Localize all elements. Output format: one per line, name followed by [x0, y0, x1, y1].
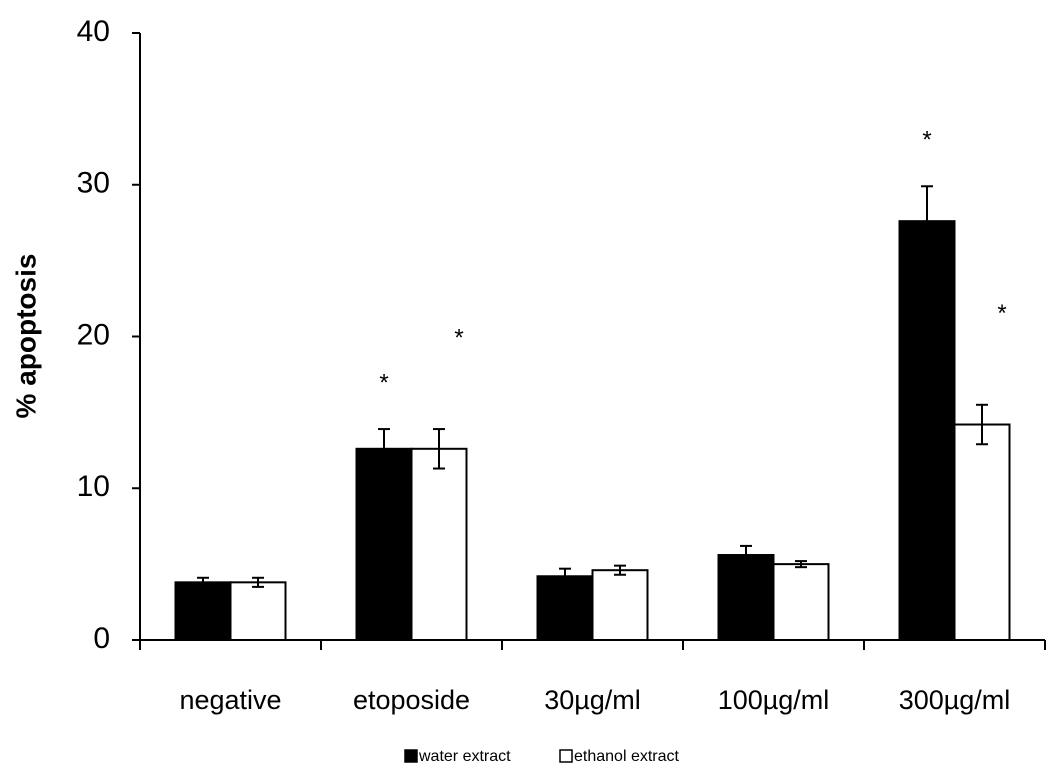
y-tick-label: 30: [77, 167, 110, 200]
y-tick-label: 10: [77, 470, 110, 503]
y-tick-label: 0: [93, 622, 110, 655]
legend-swatch: [559, 749, 573, 763]
bar: [174, 581, 232, 642]
bar: [898, 220, 956, 641]
legend-swatch: [404, 749, 418, 763]
significance-marker: *: [379, 369, 388, 396]
bar: [953, 423, 1011, 642]
x-tick-label: etoposide: [353, 685, 470, 715]
bar: [772, 563, 830, 641]
y-tick-label: 40: [77, 15, 110, 48]
bar: [355, 447, 413, 642]
bar: [536, 575, 594, 642]
y-tick-label: 20: [77, 318, 110, 351]
significance-marker: *: [454, 324, 463, 351]
x-tick-label: 300µg/ml: [899, 685, 1011, 715]
x-tick-label: negative: [179, 685, 281, 715]
legend-label: water extract: [418, 748, 511, 765]
bar: [591, 569, 649, 642]
y-axis-label: % apoptosis: [10, 254, 41, 419]
bar: [410, 447, 468, 642]
significance-marker: *: [997, 300, 1006, 327]
x-tick-label: 100µg/ml: [718, 685, 830, 715]
x-tick-label: 30µg/ml: [544, 685, 641, 715]
significance-marker: *: [922, 127, 931, 154]
bar: [229, 581, 287, 642]
bar: [717, 554, 775, 642]
legend-label: ethanol extract: [574, 748, 680, 765]
